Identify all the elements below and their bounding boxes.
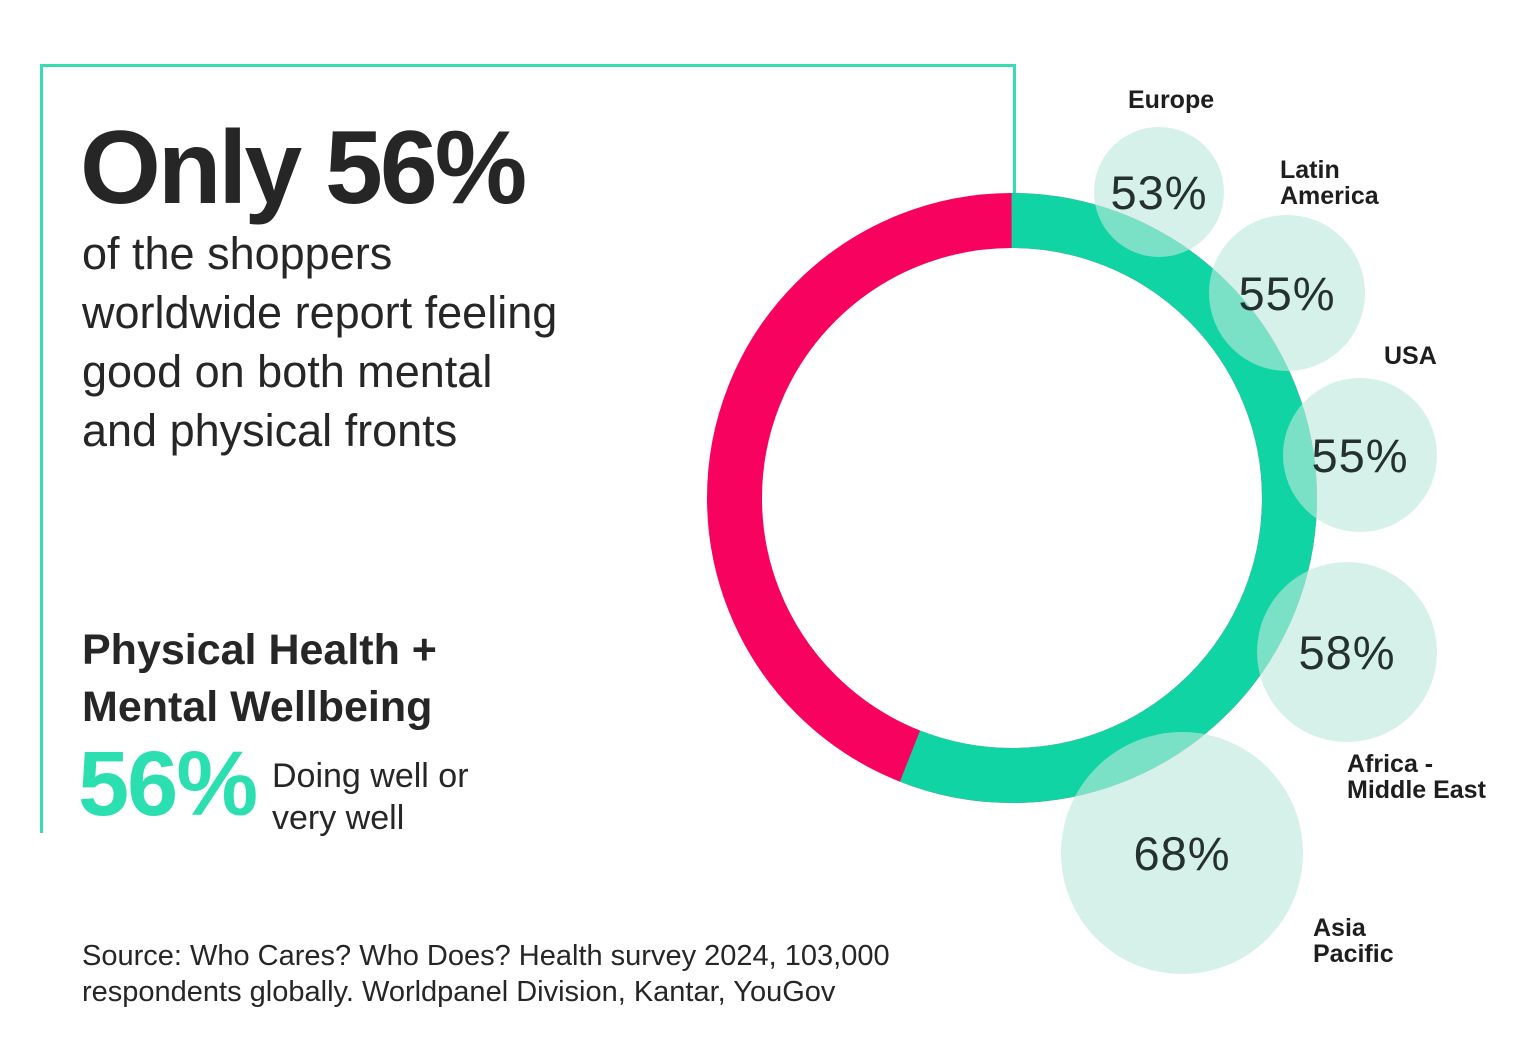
- subtext-line: of the shoppers: [82, 228, 393, 279]
- metric-title-line: Mental Wellbeing: [82, 683, 433, 731]
- frame-drop-line: [1013, 64, 1016, 195]
- metric-caption-line: Doing well or: [272, 757, 469, 795]
- metric-title: Physical Health + Mental Wellbeing: [82, 622, 437, 736]
- source-line: Source: Who Cares? Who Does? Health surv…: [82, 940, 890, 972]
- subtext-line: good on both mental: [82, 346, 493, 397]
- region-label-line: America: [1280, 182, 1379, 210]
- region-bubble-latin-america: 55%: [1209, 215, 1365, 371]
- metric-caption: Doing well or very well: [272, 755, 469, 839]
- region-value-latin-america: 55%: [1238, 266, 1336, 320]
- region-bubble-asia-pacific: 68%: [1061, 732, 1303, 974]
- source-line: respondents globally. Worldpanel Divisio…: [82, 976, 836, 1008]
- subtext-line: worldwide report feeling: [82, 287, 558, 338]
- region-label-line: Africa -: [1347, 750, 1434, 778]
- region-label-line: Latin: [1280, 156, 1340, 184]
- frame-left-line: [40, 64, 43, 833]
- region-value-africa-middle-east: 58%: [1298, 625, 1396, 679]
- region-value-asia-pacific: 68%: [1133, 826, 1231, 880]
- page-title: Only 56%: [80, 110, 527, 226]
- region-bubble-usa: 55%: [1283, 378, 1437, 532]
- subtext-line: and physical fronts: [82, 405, 458, 456]
- region-label-line: Pacific: [1313, 940, 1394, 968]
- metric-title-line: Physical Health +: [82, 626, 437, 674]
- source-note: Source: Who Cares? Who Does? Health surv…: [82, 938, 890, 1010]
- region-label-asia-pacific: Asia Pacific: [1313, 915, 1394, 967]
- region-label-usa: USA: [1384, 343, 1437, 369]
- headline-subtext: of the shoppers worldwide report feeling…: [82, 224, 557, 460]
- region-label-africa-middle-east: Africa - Middle East: [1347, 751, 1486, 803]
- donut-slice-doing-well: [707, 193, 1317, 803]
- frame-top-line: [40, 64, 1015, 67]
- region-value-usa: 55%: [1311, 428, 1409, 482]
- metric-value: 56%: [78, 733, 258, 835]
- region-bubble-africa-middle-east: 58%: [1257, 562, 1437, 742]
- region-value-europe: 53%: [1110, 165, 1208, 219]
- region-label-europe: Europe: [1128, 87, 1214, 113]
- metric-caption-line: very well: [272, 799, 405, 837]
- donut-chart: [707, 193, 1317, 803]
- region-label-line: USA: [1384, 342, 1437, 370]
- region-label-line: Asia: [1313, 914, 1366, 942]
- region-label-line: Europe: [1128, 86, 1215, 114]
- region-label-line: Middle East: [1347, 776, 1486, 804]
- region-label-latin-america: Latin America: [1280, 157, 1379, 209]
- region-bubble-europe: 53%: [1094, 127, 1224, 257]
